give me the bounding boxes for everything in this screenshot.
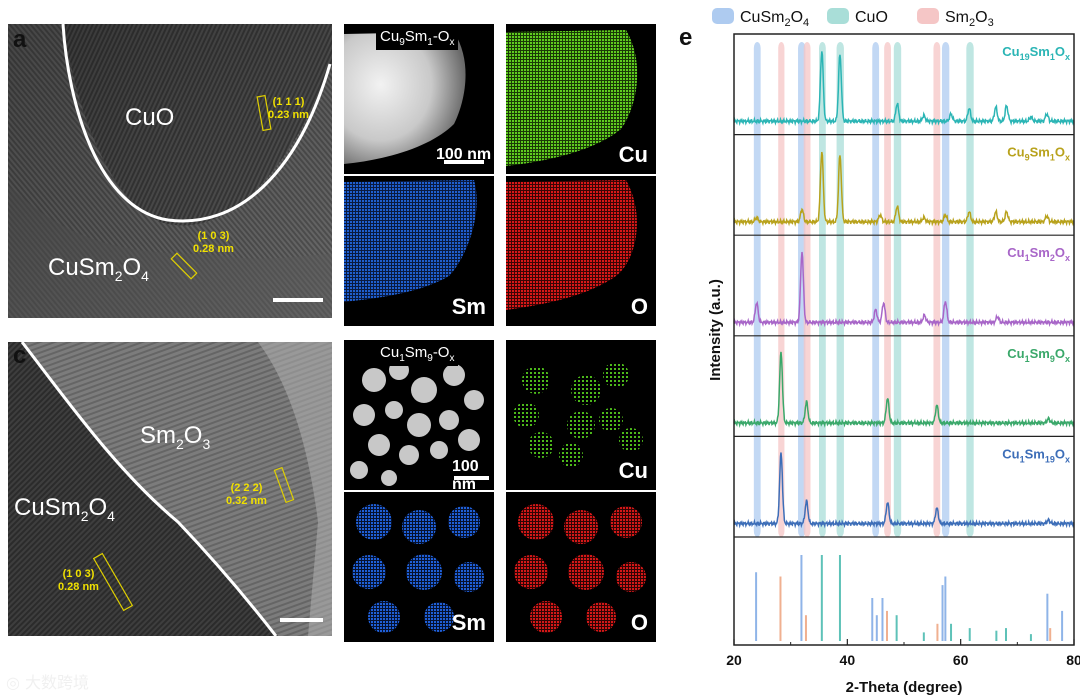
watermark-logo: ◎ 大数跨境 — [6, 673, 90, 692]
legend-swatch-0 — [712, 8, 734, 24]
eds-map-o-d: O — [506, 492, 656, 642]
x-tick-label-2: 60 — [953, 652, 969, 668]
xrd-series-line-2 — [733, 251, 1075, 328]
eds-map-o-b: O — [506, 176, 656, 326]
tem-texture-c — [8, 342, 332, 636]
element-label-sm-d: Sm — [451, 610, 486, 635]
x-tick-label-1: 40 — [840, 652, 856, 668]
panel-letter-c: c — [13, 342, 27, 369]
xrd-series-label-3: Cu1Sm9Ox — [1007, 346, 1070, 364]
phase-band-2-1 — [803, 42, 811, 537]
haadf-image-d: Cu1Sm9-Ox 100 nm — [344, 340, 494, 490]
legend-label-2: Sm2O3 — [945, 9, 994, 29]
fringe-marker-a2 — [170, 252, 198, 280]
d-spacing-c2: (1 0 3) 0.28 nm — [58, 568, 99, 593]
legend-swatch-1 — [827, 8, 849, 24]
d-spacing-c1: (2 2 2) 0.32 nm — [226, 482, 267, 507]
d-spacing-a2: (1 0 3) 0.28 nm — [193, 230, 234, 255]
phase-band-0-3 — [941, 42, 950, 537]
phase-band-0-1 — [798, 42, 806, 537]
legend-swatch-2 — [917, 8, 939, 24]
fringe-marker-c1 — [273, 466, 295, 504]
panel-letter-a: a — [13, 26, 27, 53]
haadf-particle-b — [344, 32, 484, 164]
element-label-o-b: O — [630, 294, 648, 319]
phase-band-1-2 — [893, 42, 902, 537]
phase-label-sm2o3: Sm2O3 — [140, 422, 211, 452]
cuo-boundary-line — [61, 24, 332, 223]
xrd-series-line-4 — [733, 452, 1075, 529]
element-label-sm-b: Sm — [451, 294, 486, 319]
eds-map-sm-b: Sm — [344, 176, 494, 326]
xrd-series-label-4: Cu1Sm19Ox — [1002, 446, 1070, 464]
element-label-cu-d: Cu — [618, 458, 648, 483]
haadf-image-b: Cu9Sm1-Ox 100 nm — [344, 24, 494, 174]
fringe-marker-c2 — [92, 552, 134, 612]
phase-label-cuo: CuO — [125, 104, 175, 131]
phase-band-0-2 — [872, 42, 880, 537]
element-label-cu-b: Cu — [618, 142, 648, 167]
tem-texture-a — [8, 24, 332, 318]
legend-label-0: CuSm2O4 — [740, 9, 809, 29]
phase-label-cusm2o4-a: CuSm2O4 — [48, 254, 149, 284]
legend-label-1: CuO — [855, 9, 888, 26]
panel-letter-e: e — [679, 24, 693, 51]
eds-map-sm-d: Sm — [344, 492, 494, 642]
phase-band-2-0 — [778, 42, 785, 537]
eds-map-cu-b: Cu — [506, 24, 656, 174]
sample-title-b: Cu9Sm1-Ox — [376, 26, 459, 50]
x-tick-label-3: 80 — [1066, 652, 1080, 668]
phase-band-2-3 — [933, 42, 941, 537]
x-axis-label: 2-Theta (degree) — [846, 679, 963, 696]
phase-band-2-2 — [884, 42, 891, 537]
xrd-series-label-1: Cu9Sm1Ox — [1007, 145, 1070, 163]
fringe-marker-a1 — [256, 94, 272, 132]
scale-label-d: 100 nm — [452, 458, 479, 490]
xrd-series-label-0: Cu19Sm1Ox — [1002, 44, 1070, 62]
phase-label-cusm2o4-c: CuSm2O4 — [14, 494, 115, 524]
d-spacing-a1: (1 1 1) 0.23 nm — [268, 96, 309, 121]
phase-band-1-3 — [966, 42, 974, 537]
eds-map-cu-d: Cu — [506, 340, 656, 490]
y-axis-label: Intensity (a.u.) — [707, 279, 724, 381]
tem-image-c: Sm2O3 CuSm2O4 (2 2 2) 0.32 nm (1 0 3) 0.28… — [8, 342, 332, 636]
xrd-series-label-2: Cu1Sm2Ox — [1007, 245, 1070, 263]
sample-title-d: Cu1Sm9-Ox — [376, 342, 459, 366]
xrd-series-line-3 — [733, 351, 1075, 429]
plot-frame — [733, 33, 1075, 646]
element-label-o-d: O — [630, 610, 648, 635]
x-tick-label-0: 20 — [726, 652, 742, 668]
cusm2o4-boundary-line — [20, 342, 278, 636]
xrd-series-line-0 — [733, 51, 1075, 127]
scale-label-b: 100 nm — [436, 146, 492, 163]
xrd-chart: Cu19Sm1Ox Cu9Sm1Ox Cu1Sm2Ox Cu1Sm9Ox Cu1Sm19… — [707, 8, 1080, 696]
tem-image-a: CuO CuSm2O4 (1 1 1) 0.23 nm (1 0 3) 0.28 n… — [8, 24, 332, 318]
phase-band-0-0 — [753, 42, 761, 537]
xrd-series-line-1 — [733, 151, 1075, 227]
